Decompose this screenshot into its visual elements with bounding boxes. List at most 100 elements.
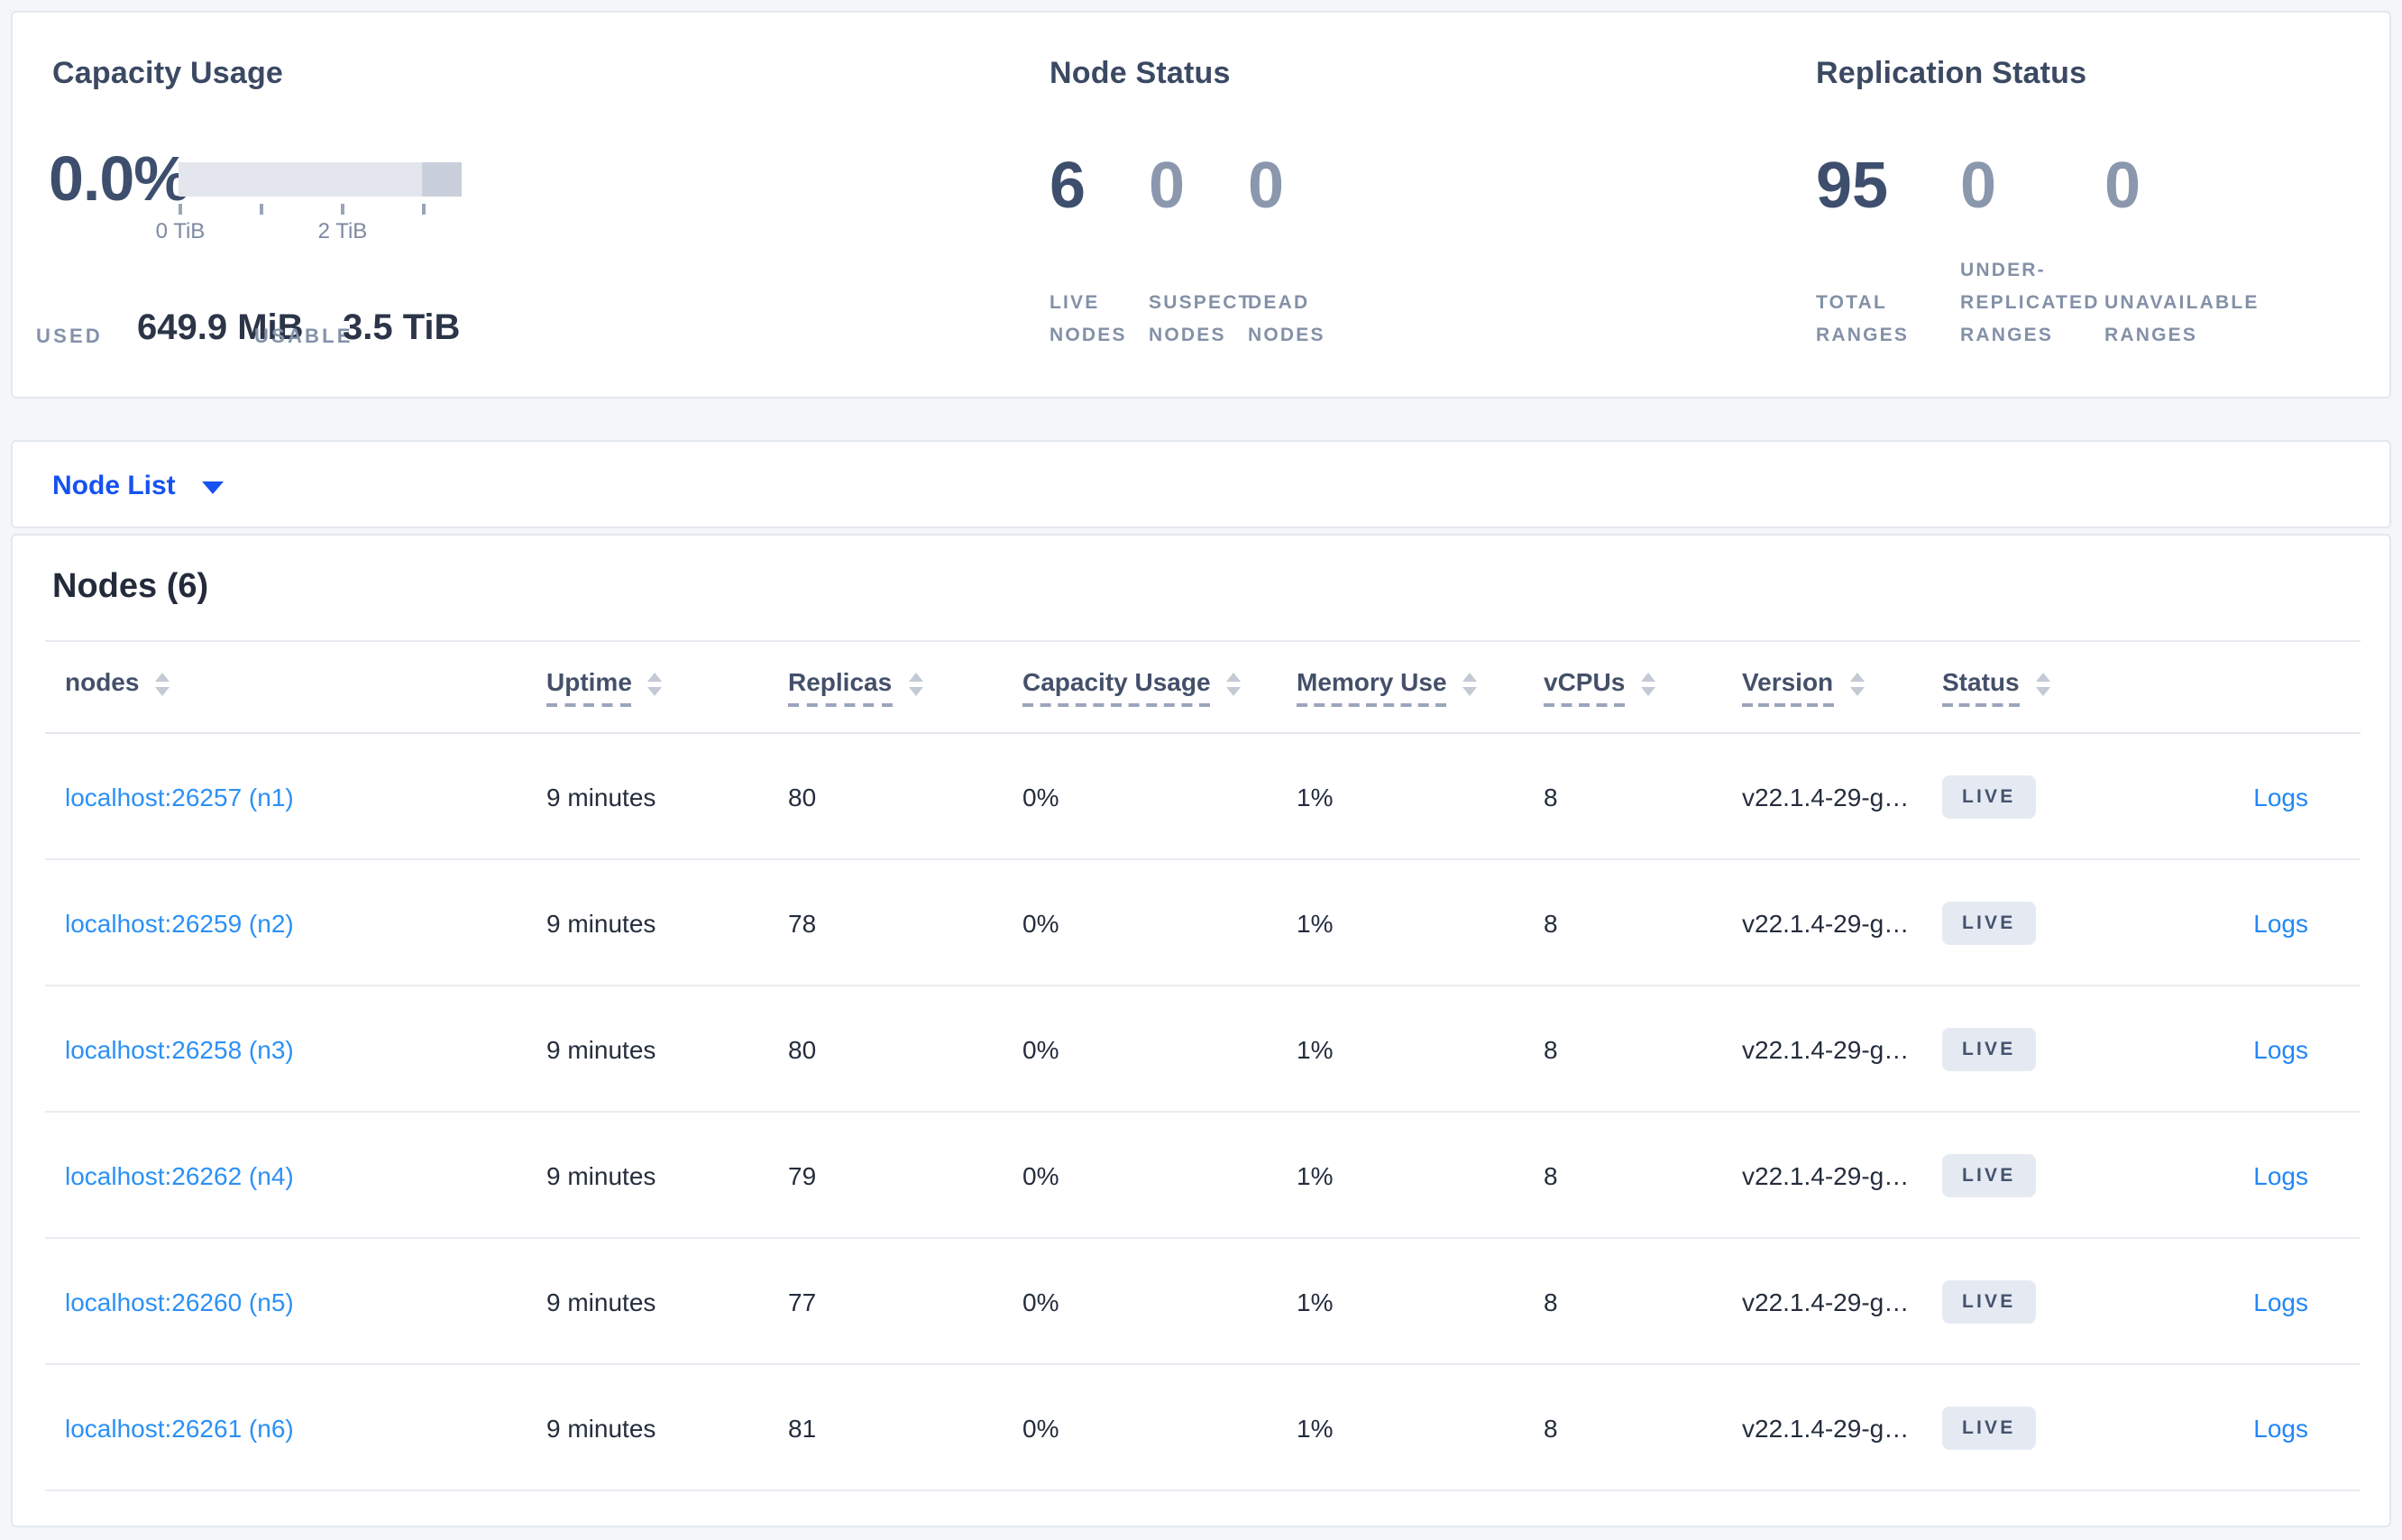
node-status-title: Node Status [1050,56,1231,90]
nodes-table: nodes Uptime Replicas Capacity Usag [45,640,2361,1491]
replicas-cell: 79 [788,1112,1022,1239]
live-nodes-value: 6 [1050,148,1086,222]
usable-label: USABLE [254,326,353,348]
capacity-usage-gauge: 0 TiB 2 TiB [156,162,485,243]
column-header-memory-use[interactable]: Memory Use [1297,640,1544,734]
uptime-cell: 9 minutes [546,1112,788,1239]
status-badge: LIVE [1942,1027,2036,1070]
column-header-uptime[interactable]: Uptime [546,640,788,734]
suspect-nodes-label: SUSPECT NODES [1149,292,1252,346]
logs-link[interactable]: Logs [2253,1413,2308,1442]
table-row: localhost:26261 (n6) 9 minutes 81 0% 1% … [45,1364,2361,1491]
status-badge: LIVE [1942,1279,2036,1323]
replication-status-stats: 95 TOTAL RANGES 0 UNDER-REPLICATED RANGE… [1816,148,2260,352]
chevron-down-icon [202,481,225,494]
vcpus-cell: 8 [1544,1112,1742,1239]
axis-tick-label: 2 TiB [317,218,368,243]
table-row: localhost:26260 (n5) 9 minutes 77 0% 1% … [45,1238,2361,1365]
live-nodes-label: LIVE NODES [1050,292,1127,346]
logs-link[interactable]: Logs [2253,782,2308,811]
memory-use-cell: 1% [1297,1238,1544,1365]
node-link[interactable]: localhost:26261 (n6) [65,1413,294,1442]
total-ranges-stat: 95 TOTAL RANGES [1816,148,1960,352]
view-selector-dropdown[interactable]: Node List [52,442,225,530]
logs-link[interactable]: Logs [2253,1034,2308,1063]
replicas-cell: 80 [788,985,1022,1113]
replicas-cell: 80 [788,733,1022,860]
sort-icon [1641,673,1656,696]
version-cell: v22.1.4-29-g… [1742,1364,1942,1491]
column-header-version[interactable]: Version [1742,640,1942,734]
table-row: localhost:26258 (n3) 9 minutes 80 0% 1% … [45,985,2361,1113]
axis-tick [179,204,182,215]
replicas-cell: 77 [788,1238,1022,1365]
total-ranges-value: 95 [1816,148,1889,222]
status-badge: LIVE [1942,775,2036,818]
column-header-vcpus[interactable]: vCPUs [1544,640,1742,734]
capacity-usage-cell: 0% [1022,1238,1297,1365]
node-link[interactable]: localhost:26259 (n2) [65,908,294,937]
capacity-bar-usable-segment [179,162,422,197]
sort-icon [1226,673,1242,696]
sort-icon [1849,673,1865,696]
cluster-summary-panel: Capacity Usage 0.0% 0 TiB 2 TiB USED 649… [11,11,2391,399]
column-header-status[interactable]: Status [1942,640,2130,734]
dead-nodes-label: DEAD NODES [1248,292,1325,346]
vcpus-cell: 8 [1544,1364,1742,1491]
version-cell: v22.1.4-29-g… [1742,1112,1942,1239]
table-row: localhost:26262 (n4) 9 minutes 79 0% 1% … [45,1112,2361,1239]
axis-tick [260,204,263,215]
dead-nodes-value: 0 [1248,148,1285,222]
uptime-cell: 9 minutes [546,1364,788,1491]
uptime-cell: 9 minutes [546,985,788,1113]
column-header-logs [2130,640,2361,734]
replication-status-title: Replication Status [1816,56,2087,90]
table-row: localhost:26259 (n2) 9 minutes 78 0% 1% … [45,859,2361,986]
column-header-capacity-usage[interactable]: Capacity Usage [1022,640,1297,734]
sort-icon [155,673,170,696]
sort-icon [908,673,923,696]
version-cell: v22.1.4-29-g… [1742,733,1942,860]
capacity-usage-title: Capacity Usage [52,56,284,90]
uptime-cell: 9 minutes [546,733,788,860]
node-link[interactable]: localhost:26257 (n1) [65,782,294,811]
dead-nodes-stat: 0 DEAD NODES [1248,148,1347,352]
status-badge: LIVE [1942,1153,2036,1196]
suspect-nodes-stat: 0 SUSPECT NODES [1149,152,1252,352]
capacity-bar [179,162,462,197]
logs-link[interactable]: Logs [2253,1160,2308,1189]
vcpus-cell: 8 [1544,733,1742,860]
view-selector-label: Node List [52,471,176,501]
nodes-panel-title: Nodes (6) [52,568,209,606]
column-header-replicas[interactable]: Replicas [788,640,1022,734]
usable-value: 3.5 TiB [343,308,461,348]
memory-use-cell: 1% [1297,1112,1544,1239]
table-row: localhost:26257 (n1) 9 minutes 80 0% 1% … [45,733,2361,860]
node-link[interactable]: localhost:26258 (n3) [65,1034,294,1063]
sort-icon [2035,673,2050,696]
memory-use-cell: 1% [1297,1364,1544,1491]
version-cell: v22.1.4-29-g… [1742,1238,1942,1365]
capacity-usage-percent: 0.0% [49,144,190,215]
replicas-cell: 78 [788,859,1022,986]
capacity-bar-other-segment [422,162,462,197]
used-value: 649.9 MiB [137,308,304,348]
unavailable-ranges-value: 0 [2104,148,2141,222]
node-link[interactable]: localhost:26262 (n4) [65,1160,294,1189]
unavailable-ranges-stat: 0 UNAVAILABLE RANGES [2104,148,2260,352]
capacity-usage-cell: 0% [1022,1112,1297,1239]
under-replicated-ranges-label: UNDER-REPLICATED RANGES [1960,260,2100,346]
uptime-cell: 9 minutes [546,1238,788,1365]
capacity-usage-cell: 0% [1022,1364,1297,1491]
axis-tick [341,204,344,215]
view-selector-bar: Node List [11,440,2391,528]
logs-link[interactable]: Logs [2253,908,2308,937]
memory-use-cell: 1% [1297,859,1544,986]
column-header-nodes[interactable]: nodes [45,640,546,734]
unavailable-ranges-label: UNAVAILABLE RANGES [2104,292,2260,346]
sort-icon [647,673,663,696]
logs-link[interactable]: Logs [2253,1287,2308,1315]
node-link[interactable]: localhost:26260 (n5) [65,1287,294,1315]
version-cell: v22.1.4-29-g… [1742,859,1942,986]
